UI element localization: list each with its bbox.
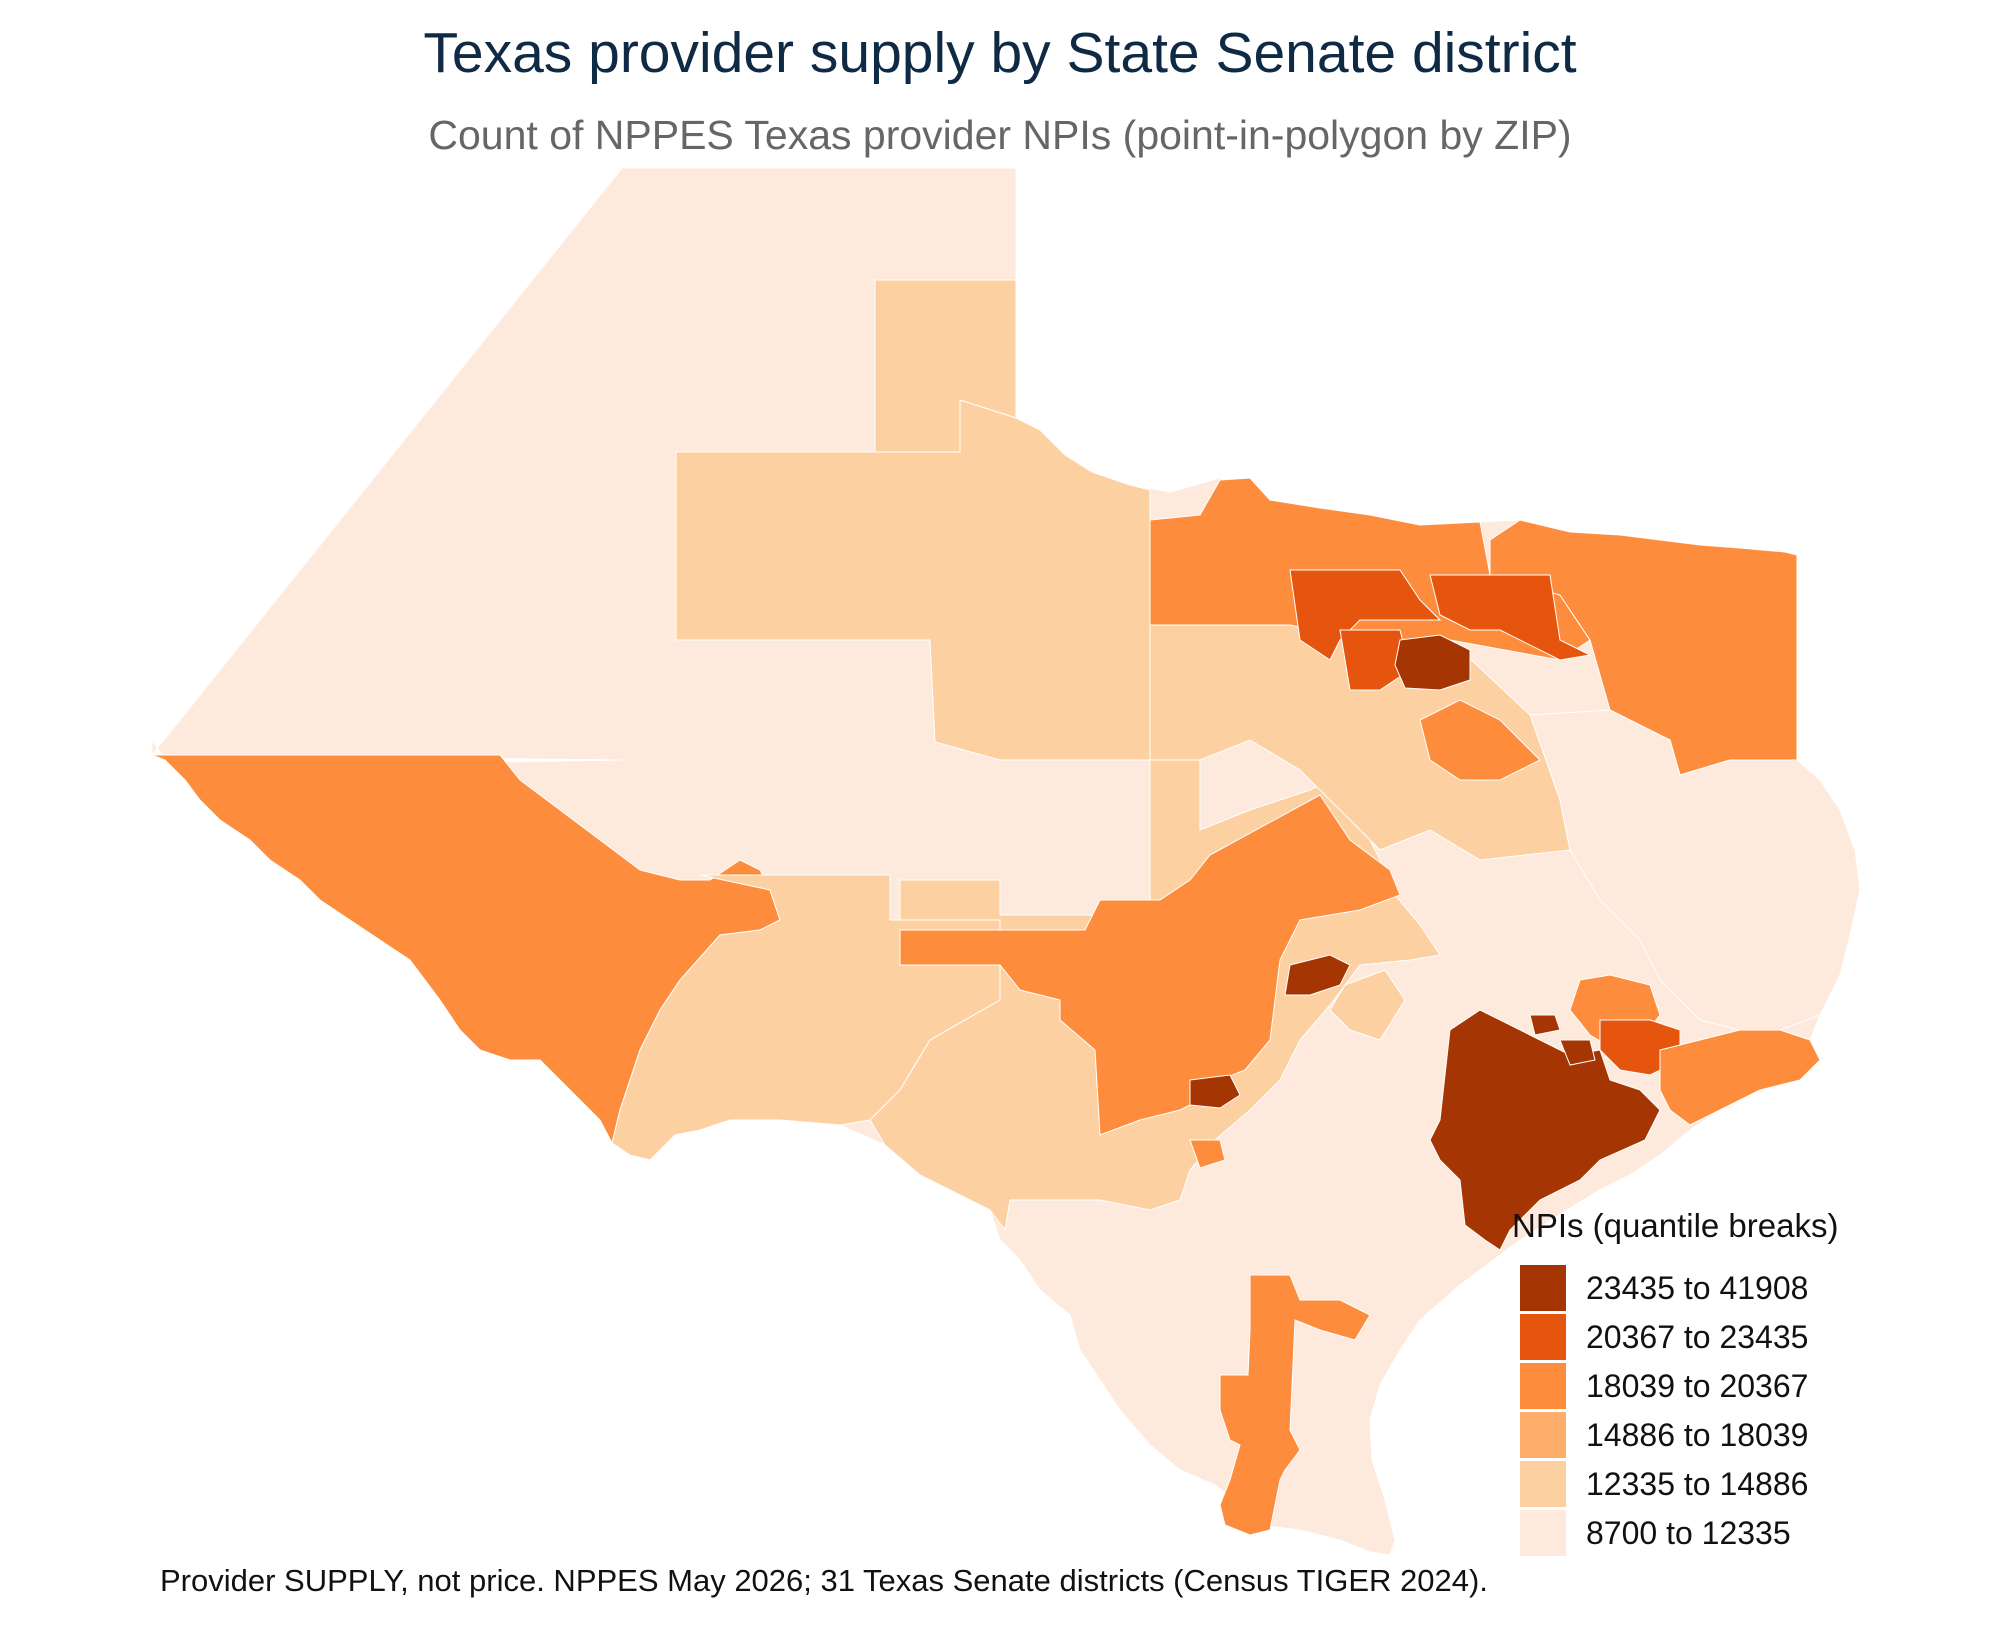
legend-item: 20367 to 23435 [1520, 1314, 1808, 1360]
district-hill-country [899, 794, 1401, 1136]
district-houston-inner [1529, 1014, 1596, 1066]
district-austin [1284, 954, 1351, 996]
legend-label: 23435 to 41908 [1586, 1269, 1809, 1306]
legend-title: NPIs (quantile breaks) [1512, 1207, 1839, 1244]
district-gulf-coast [1659, 1029, 1821, 1126]
legend-swatch [1520, 1412, 1566, 1458]
map-caption: Provider SUPPLY, not price. NPPES May 20… [160, 1563, 1488, 1598]
map-subtitle: Count of NPPES Texas provider NPIs (poin… [428, 112, 1572, 158]
legend-label: 18039 to 20367 [1586, 1367, 1809, 1404]
district-corpus-christi [1219, 1274, 1371, 1536]
legend-item: 8700 to 12335 [1520, 1510, 1791, 1556]
legend-swatch [1520, 1363, 1566, 1409]
district-bell [1419, 699, 1541, 781]
district-north-tarrant [1289, 569, 1442, 661]
legend-swatch [1520, 1265, 1566, 1311]
legend-label: 8700 to 12335 [1586, 1514, 1791, 1551]
district-collin [1429, 574, 1592, 661]
legend-item: 18039 to 20367 [1520, 1363, 1808, 1409]
district-northeast [1489, 519, 1798, 776]
district-dallas-core [1394, 634, 1471, 691]
legend-item: 14886 to 18039 [1520, 1412, 1808, 1458]
district-east [1529, 709, 1861, 1031]
legend-item: 12335 to 14886 [1520, 1461, 1808, 1507]
district-tarrant [1339, 629, 1411, 691]
map-title: Texas provider supply by State Senate di… [423, 21, 1577, 85]
legend-label: 20367 to 23435 [1586, 1318, 1809, 1355]
district-bexar-south [1189, 1139, 1226, 1169]
district-far-west [151, 754, 781, 1145]
legend-item: 23435 to 41908 [1520, 1265, 1808, 1311]
legend-label: 12335 to 14886 [1586, 1465, 1809, 1502]
district-williamson [1329, 969, 1406, 1041]
district-west-central [675, 399, 1151, 761]
district-san-antonio [1189, 1074, 1241, 1109]
legend-label: 14886 to 18039 [1586, 1416, 1809, 1453]
legend-swatch [1520, 1461, 1566, 1507]
legend-swatch [1520, 1314, 1566, 1360]
legend-swatch [1520, 1510, 1566, 1556]
